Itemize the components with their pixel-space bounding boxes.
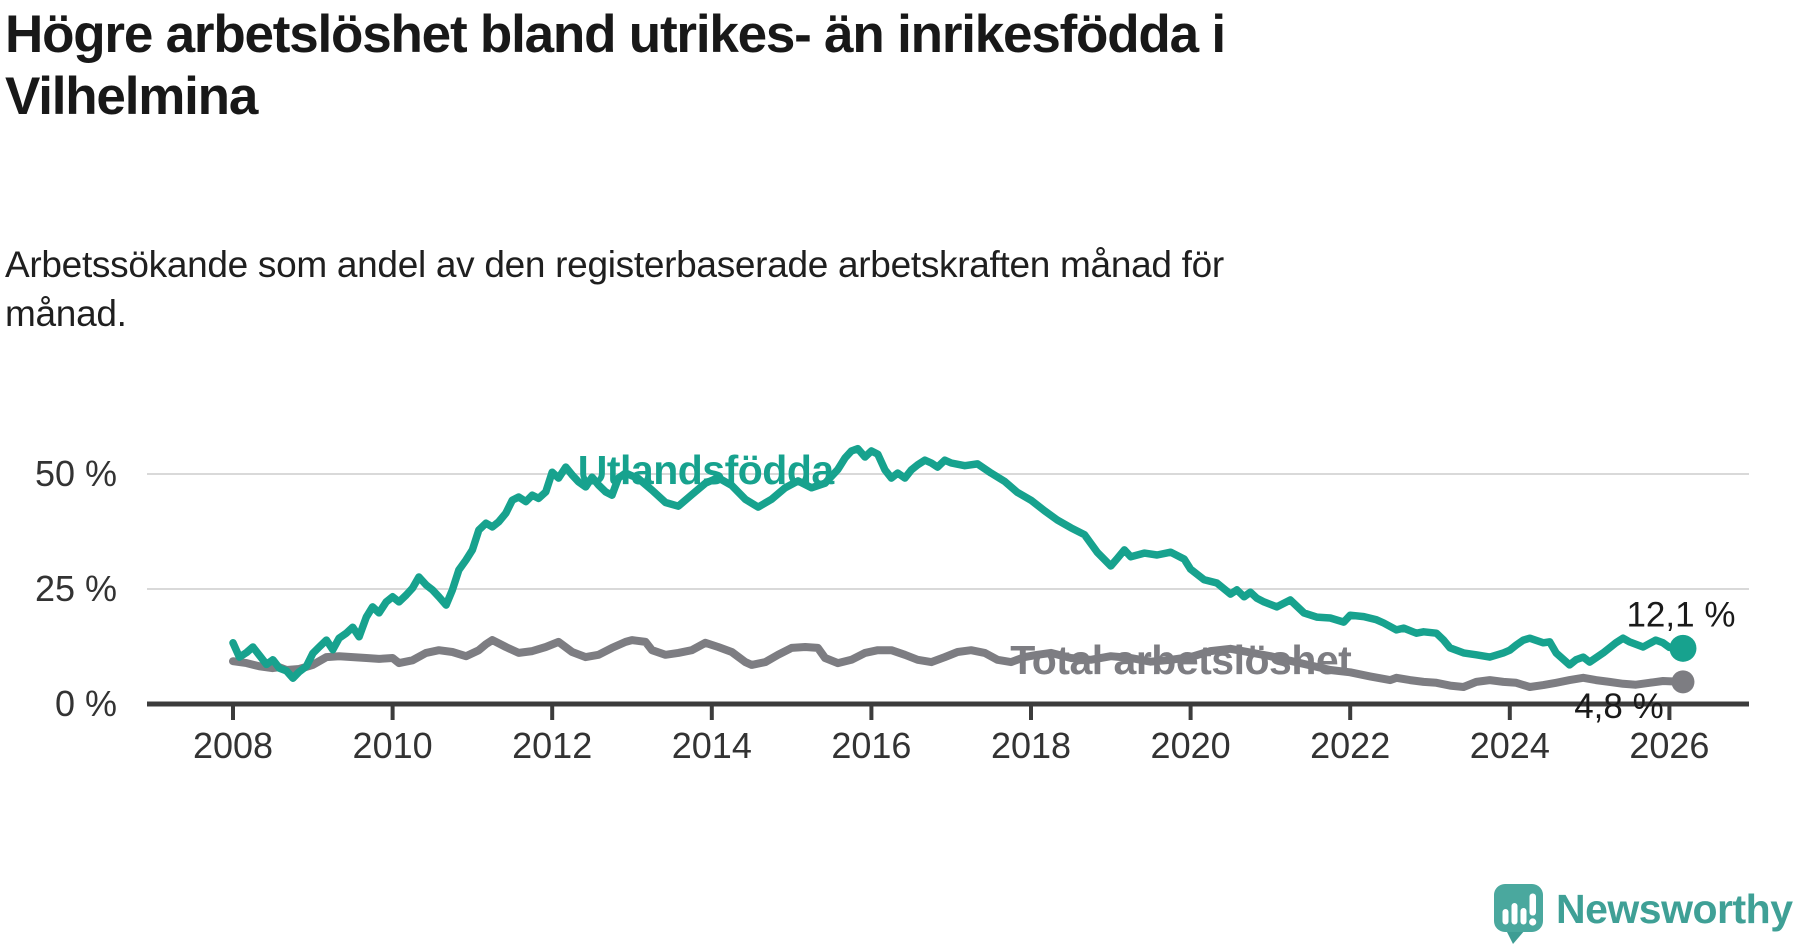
series-label-0: Total arbetslöshet [1010, 637, 1352, 683]
x-tick-label-2024: 2024 [1470, 725, 1550, 766]
chart-subtitle: Arbetssökande som andel av den registerb… [5, 244, 1224, 335]
series-end-value-1: 12,1 % [1626, 595, 1735, 634]
newsworthy-logo: Newsworthy [1492, 882, 1793, 944]
series-label-1: Utlandsfödda [578, 447, 836, 493]
series-end-value-0: 4,8 % [1574, 687, 1664, 726]
newsworthy-logo-icon [1494, 884, 1543, 944]
x-tick-label-2008: 2008 [193, 725, 273, 766]
y-tick-label-25: 25 % [35, 568, 117, 609]
series-line-1 [229, 444, 1687, 682]
newsworthy-logo-text: Newsworthy [1556, 885, 1793, 932]
series-end-dot-0 [1671, 670, 1695, 694]
x-tick-label-2020: 2020 [1151, 725, 1231, 766]
x-tick-label-2012: 2012 [512, 725, 592, 766]
x-tick-label-2018: 2018 [991, 725, 1071, 766]
y-tick-label-0: 0 % [55, 683, 117, 724]
page-title: Högre arbetslöshet bland utrikes- än inr… [5, 5, 1226, 126]
x-tick-label-2022: 2022 [1310, 725, 1390, 766]
x-tick-label-2014: 2014 [672, 725, 752, 766]
x-tick-label-2026: 2026 [1629, 725, 1709, 766]
x-tick-label-2010: 2010 [353, 725, 433, 766]
x-tick-label-2016: 2016 [831, 725, 911, 766]
y-tick-label-50: 50 % [35, 453, 117, 494]
series-end-dot-1 [1669, 634, 1697, 662]
series-line-0 [229, 636, 1687, 691]
